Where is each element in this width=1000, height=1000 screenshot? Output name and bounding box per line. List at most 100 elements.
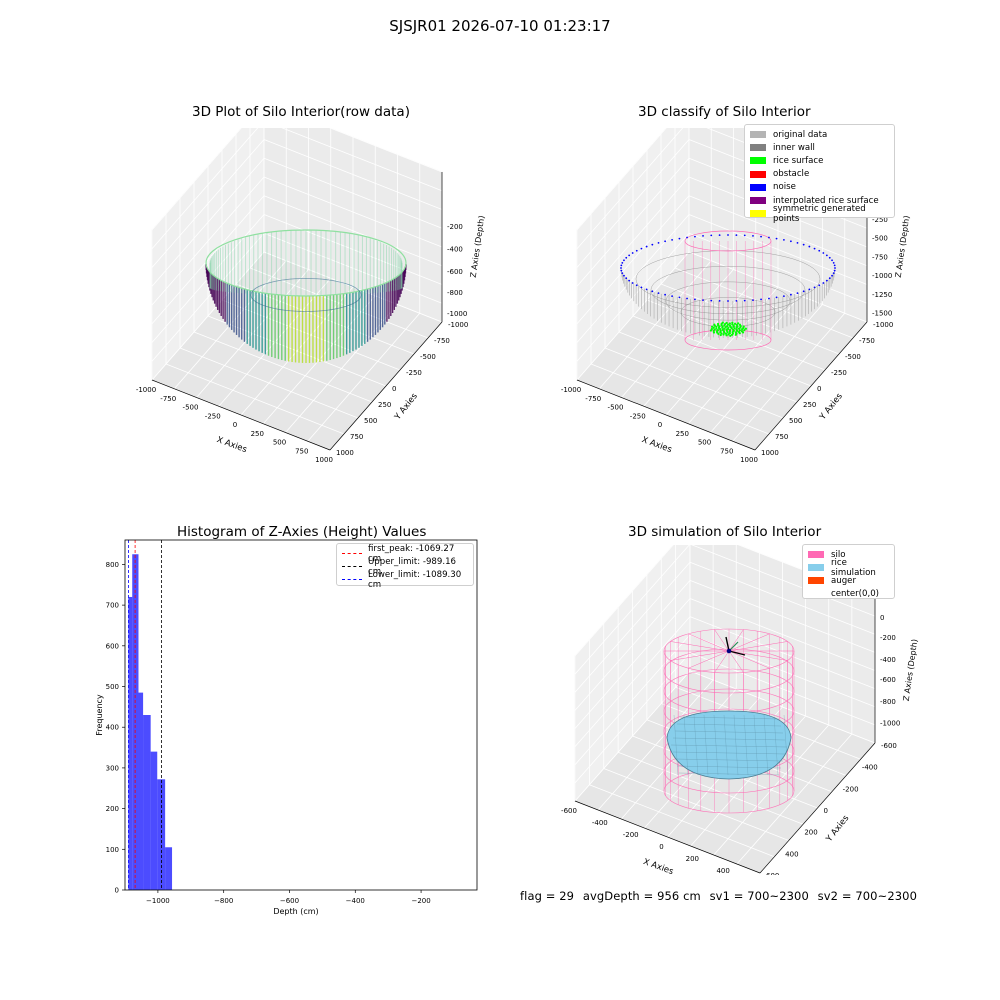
grid-line [689,580,876,653]
axis-line [151,379,331,451]
noise-point [796,292,799,294]
grid-line [151,139,265,268]
legend-swatch [750,157,766,165]
histogram-bar [150,751,158,890]
grid-line [329,128,443,173]
rice-surface-point [735,329,739,332]
x-tick-label: -500 [183,404,199,412]
rice-surface-point [717,332,720,335]
axis-line [576,379,756,451]
legend-swatch [750,183,766,191]
y-tick-label: 100 [106,846,119,854]
rice-surface-point [723,327,726,330]
histogram-bar [128,596,133,890]
legend-label: auger [831,575,856,586]
noise-point [702,235,704,237]
y-tick-label: 0 [817,385,821,393]
noise-point [718,299,721,302]
status-avg-depth: avgDepth = 956 cm [582,889,701,903]
noise-point [802,243,805,246]
noise-point [768,297,770,300]
noise-point [775,237,778,240]
y-tick-label: -500 [420,353,436,361]
legend-label: obstacle [773,169,810,180]
y-tick-label: -750 [434,337,450,345]
z-tick-label: -1500 [872,310,892,318]
noise-point [710,234,713,237]
z-tick-label: -1000 [447,310,467,318]
z-tick-label: -1000 [880,720,900,728]
rice-surface-point [738,323,742,326]
noise-point [671,295,673,298]
grid-line [221,299,401,371]
noise-point [743,299,746,302]
x-tick-label: −1000 [146,897,170,905]
status-sv2: sv2 = 700~2300 [817,889,917,903]
rice-mesh-line [676,723,782,727]
z-tick-label: -600 [447,268,463,276]
y-tick-label: 0 [115,887,119,895]
legend-item: inner wall [750,141,889,154]
legend-swatch [808,577,824,585]
z-tick-label: -1000 [872,272,892,280]
y-tick-label: -1000 [448,321,468,329]
legend-swatch [750,197,766,205]
z-axis-label: Z Axies (Depth) [469,215,487,278]
z-tick-label: -200 [880,634,896,642]
center-axis-line [725,636,730,652]
y-tick-label: -1000 [873,321,893,329]
noise-point [657,242,660,244]
silo-line [714,629,730,652]
rice-surface-point [741,331,745,334]
noise-point [796,242,799,244]
noise-point [625,277,628,280]
raw-3d-plot: -1000-750-500-25002505007501000-1000-750… [136,128,487,464]
y-tick-label: 200 [804,829,817,837]
status-line: flag = 29 avgDepth = 956 cm sv1 = 700~23… [520,889,922,903]
raw-plot-title: 3D Plot of Silo Interior(row data) [192,104,410,120]
rice-surface-point [744,327,747,330]
histogram-bar [165,847,173,890]
noise-point [789,240,792,243]
grid-line [576,128,684,250]
legend-label: first_peak: -1069.27 cm [368,543,455,564]
grid-line [689,670,876,744]
simulation-plot-title: 3D simulation of Silo Interior [628,524,822,540]
simulation-3d-plot: -600 -400 -200 0 200 400 600 -600 -400 -200 0 200 40… [561,545,919,875]
noise-point [645,245,648,248]
noise-point [640,286,643,289]
x-tick-label: −200 [411,897,430,905]
legend-swatch [750,144,766,152]
noise-point [783,238,785,241]
legend-label: noise [773,182,796,193]
x-axis-label: X Axies [215,435,248,455]
rice-mesh-line [783,714,789,776]
rice-surface-point [709,329,713,332]
noise-point [727,300,729,302]
rice-surface-point [725,325,729,328]
legend-item: noise [750,181,889,194]
x-tick-label: 500 [273,439,286,447]
grid-line [736,733,853,865]
rice-surface-point [721,321,724,324]
y-tick-label: 700 [106,602,119,610]
rice-mesh-line [703,714,709,776]
histogram-title: Histogram of Z-Axies (Height) Values [177,524,427,540]
y-tick-label: -750 [859,337,875,345]
noise-point [702,299,704,301]
rice-mesh-line [678,772,780,776]
grid-line [687,295,801,425]
status-sv1: sv1 = 700~2300 [709,889,809,903]
noise-point [831,274,833,277]
noise-point [628,254,631,257]
rice-mesh-line [733,714,739,776]
bowl-rim [205,229,407,297]
legend-item: Upper_limit: -989.16 cm [342,557,468,577]
x-tick-label: -750 [160,395,176,403]
x-tick-label: -500 [608,404,624,412]
rice-surface-point [716,322,720,326]
y-axis-label: Y Axies [824,813,852,845]
legend-swatch [750,131,766,139]
legend-swatch [808,551,824,559]
histogram-legend: first_peak: -1069.27 cm Upper_limit: -989… [336,543,474,590]
